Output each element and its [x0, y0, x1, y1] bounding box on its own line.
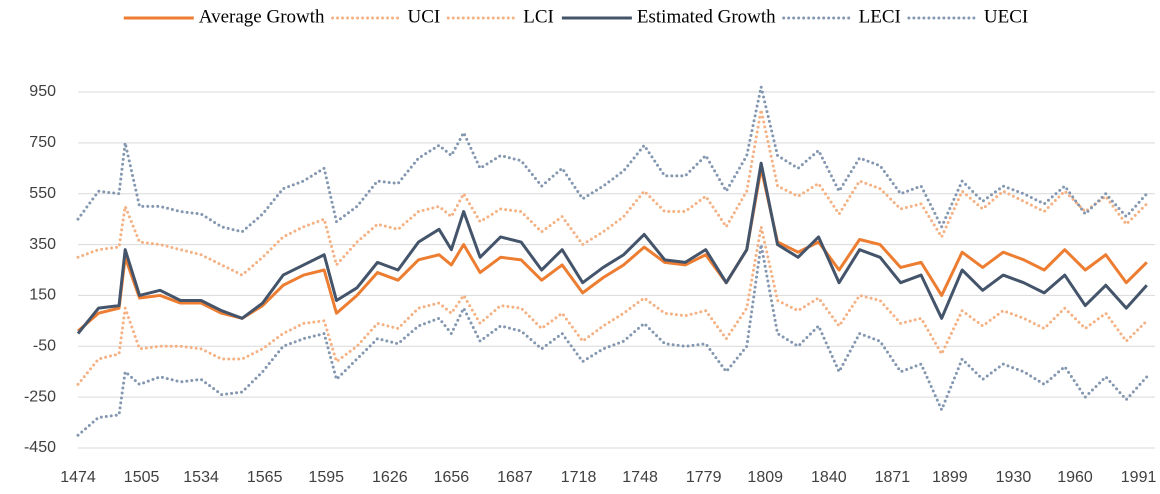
legend-label: UCI	[408, 6, 441, 27]
series-line	[77, 166, 1148, 333]
x-tick-label: 1748	[622, 469, 658, 486]
legend-label: LECI	[859, 6, 901, 27]
y-tick-label: 950	[29, 83, 56, 100]
x-tick-label: 1687	[497, 469, 533, 486]
legend-label: Estimated Growth	[637, 6, 776, 27]
series-line	[76, 109, 1149, 277]
series-line	[76, 161, 1148, 335]
x-tick-label: 1718	[561, 469, 597, 486]
x-tick-label: 1930	[996, 469, 1032, 486]
x-tick-label: 1565	[247, 469, 283, 486]
series-line	[76, 86, 1149, 234]
y-tick-label: 750	[29, 134, 56, 151]
y-tick-label: -450	[24, 439, 56, 456]
legend-label: LCI	[523, 6, 554, 27]
x-tick-label: 1991	[1121, 469, 1157, 486]
x-tick-label: 1871	[875, 469, 911, 486]
x-tick-label: 1779	[686, 469, 722, 486]
x-tick-label: 1474	[60, 469, 96, 486]
series-line	[76, 244, 1149, 437]
series-line	[76, 226, 1149, 386]
x-tick-label: 1626	[372, 469, 408, 486]
legend: Average Growth UCI LCI Estimated Growth LECI…	[123, 6, 1028, 27]
x-tick-label: 1960	[1057, 469, 1093, 486]
x-tick-label: 1505	[124, 469, 160, 486]
legend-label: Average Growth	[199, 6, 325, 27]
y-tick-label: -250	[24, 388, 56, 405]
y-tick-label: 550	[29, 185, 56, 202]
x-tick-label: 1840	[811, 469, 847, 486]
legend-label: UECI	[984, 6, 1028, 27]
x-tick-label: 1595	[308, 469, 344, 486]
x-tick-label: 1899	[932, 469, 968, 486]
x-tick-label: 1534	[183, 469, 219, 486]
x-tick-label: 1656	[434, 469, 470, 486]
x-tick-label: 1809	[747, 469, 783, 486]
y-tick-label: 350	[29, 236, 56, 253]
y-tick-label: 150	[29, 287, 56, 304]
y-tick-label: -50	[33, 338, 56, 355]
